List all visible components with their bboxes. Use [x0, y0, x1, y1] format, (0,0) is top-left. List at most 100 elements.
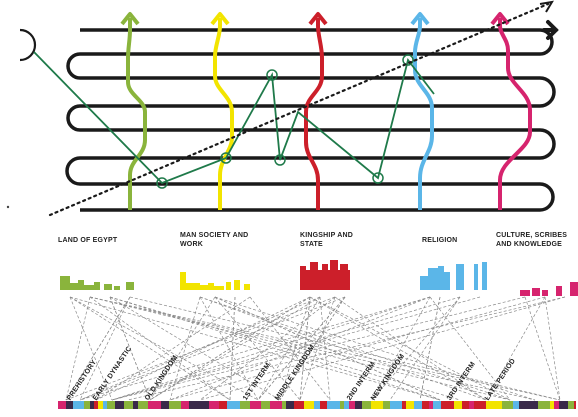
timeline-bar [58, 401, 576, 409]
timeline-segment [486, 401, 495, 409]
link-line [214, 296, 536, 401]
timeline-segment [261, 401, 270, 409]
timeline-segment [250, 401, 261, 409]
timeline-segment [327, 401, 340, 409]
timeline-segment [115, 401, 124, 409]
timeline-segment [441, 401, 454, 409]
histogram-society [180, 272, 250, 290]
timeline-segment [469, 401, 474, 409]
link-line [109, 296, 281, 401]
link-line [111, 296, 481, 401]
timeline-segment [340, 401, 344, 409]
visitor-path-line [33, 51, 435, 185]
timeline-segment [169, 401, 181, 409]
theme-arrow-land-head [120, 12, 140, 26]
link-line [371, 296, 461, 401]
timeline-segment [320, 401, 327, 409]
timeline-segment [519, 401, 531, 409]
link-line [257, 296, 346, 401]
timeline-segment [98, 401, 103, 409]
dotted-diagonal-arrowhead [539, 0, 554, 13]
link-line [111, 296, 431, 401]
theme-label-kingship: KINGSHIP AND STATE [300, 232, 353, 248]
link-line [109, 296, 151, 401]
link-line [65, 296, 336, 401]
timeline-segment [66, 401, 73, 409]
timeline-segment [209, 401, 219, 409]
stray-mark [6, 205, 10, 209]
link-line [214, 296, 441, 401]
link-line [149, 296, 311, 401]
timeline-segment [422, 401, 429, 409]
track-end-arrow [542, 20, 559, 40]
link-line [69, 296, 259, 401]
timeline-segment [355, 401, 362, 409]
link-line [214, 296, 301, 401]
link-line [111, 296, 461, 401]
link-line [65, 296, 131, 401]
timeline-segment [200, 401, 209, 409]
theme-label-land: LAND OF EGYPT [58, 237, 118, 244]
link-line [199, 296, 487, 401]
timeline-segment [474, 401, 486, 409]
theme-arrow-society-head [210, 12, 230, 26]
timeline-segment [406, 401, 414, 409]
link-line [199, 296, 336, 401]
timeline-segment [462, 401, 469, 409]
link-line [299, 296, 336, 401]
timeline-segment [349, 401, 355, 409]
link-line [149, 296, 216, 401]
timeline-segment [513, 401, 519, 409]
path-node [372, 172, 384, 184]
path-node [266, 69, 278, 81]
timeline-segment [344, 401, 349, 409]
link-line [169, 296, 201, 401]
timeline-segment [103, 401, 107, 409]
link-line [299, 296, 311, 401]
histogram-culture [520, 282, 578, 296]
theme-arrow-society [213, 18, 234, 210]
track-start-marker [19, 28, 37, 62]
histogram-religion [420, 262, 487, 290]
timeline-segment [219, 401, 227, 409]
link-line [79, 296, 321, 401]
histogram-kingship [300, 260, 350, 290]
timeline-segment [270, 401, 282, 409]
timeline-segment [148, 401, 161, 409]
timeline-segment [84, 401, 90, 409]
timeline-segment [138, 401, 148, 409]
theme-arrow-culture-head [490, 12, 510, 26]
link-line [544, 296, 561, 401]
link-line [129, 296, 561, 401]
timeline-segment [502, 401, 513, 409]
path-node [402, 54, 414, 66]
link-line [169, 296, 431, 401]
timeline-segment [282, 401, 286, 409]
timeline-segment [94, 401, 98, 409]
theme-label-religion: RELIGION [422, 237, 458, 244]
theme-arrow-land [126, 18, 147, 210]
link-line [199, 296, 511, 401]
timeline-segment [161, 401, 169, 409]
timeline-segment [240, 401, 250, 409]
path-node [274, 154, 286, 166]
timeline-segment [107, 401, 115, 409]
link-line [334, 296, 487, 401]
timeline-segment [538, 401, 550, 409]
link-line [69, 296, 441, 401]
link-line [309, 296, 487, 401]
link-line [111, 296, 526, 401]
timeline-segment [124, 401, 133, 409]
link-line [79, 296, 346, 401]
link-line [65, 296, 91, 401]
link-line [95, 296, 311, 401]
timeline-segment [383, 401, 390, 409]
link-line [95, 296, 251, 401]
timeline-segment [133, 401, 138, 409]
timeline-segment [227, 401, 240, 409]
timeline-segment [433, 401, 441, 409]
theme-arrows [120, 12, 532, 210]
link-line [199, 296, 566, 401]
timeline-segment [390, 401, 402, 409]
